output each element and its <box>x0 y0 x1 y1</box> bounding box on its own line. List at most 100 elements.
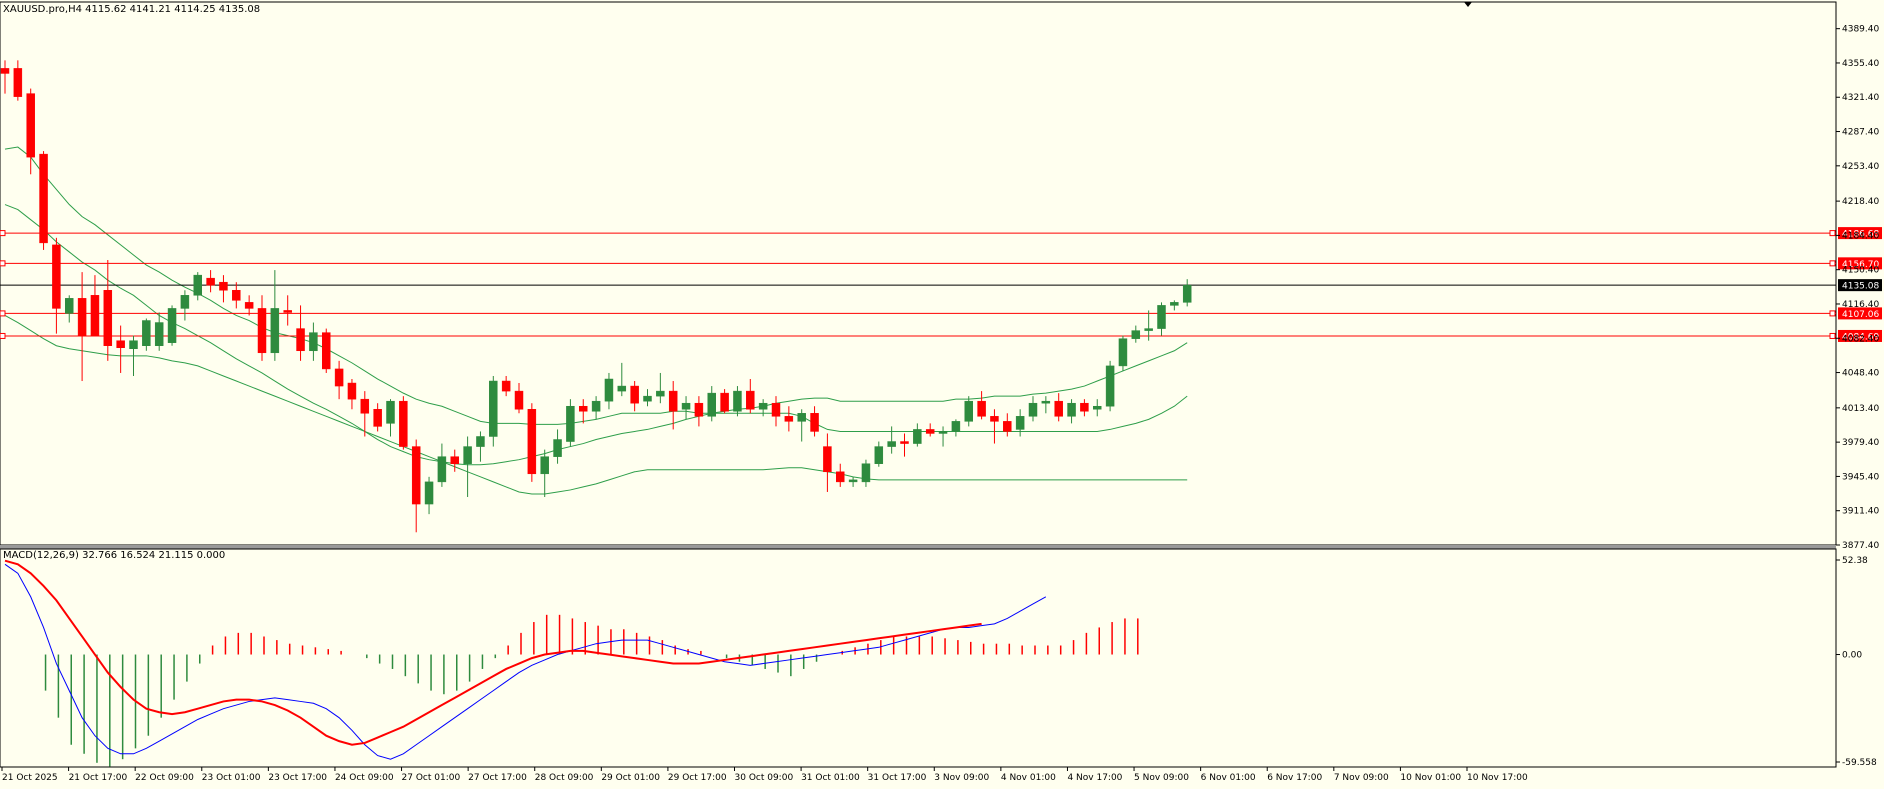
band-middle-line <box>4 204 1188 466</box>
macd-header: MACD(12,26,9) 32.766 16.524 21.115 0.000 <box>3 550 225 561</box>
time-tick-label: 10 Nov 17:00 <box>1467 773 1528 783</box>
candle-bull <box>1157 305 1166 329</box>
candle-bear <box>746 390 755 410</box>
candle-bull <box>758 402 768 410</box>
macd-axis: 52.38 0.00 -59.558 <box>1836 556 1877 768</box>
macd-lines <box>4 559 1047 760</box>
candle-bull <box>129 340 138 350</box>
macd-panel[interactable]: 52.38 0.00 -59.558 MACD(12,26,9) 32.766 16… <box>0 548 1877 768</box>
candle-bull <box>476 436 485 447</box>
time-tick-label: 30 Oct 09:00 <box>735 773 794 783</box>
price-tick-label: 4389.40 <box>1842 25 1879 35</box>
macd-line <box>4 563 1047 760</box>
candle-bear <box>90 295 100 336</box>
price-axis: 4389.40 4355.40 4321.40 4287.40 4253.40 4218.… <box>1836 25 1879 551</box>
level-handle-right[interactable] <box>1829 260 1836 267</box>
candle-bear <box>52 244 61 309</box>
candle-bull <box>1015 416 1025 430</box>
candles <box>0 60 1192 533</box>
time-tick-label: 10 Nov 01:00 <box>1400 773 1461 783</box>
level-handle-left[interactable] <box>0 332 6 339</box>
time-tick-label: 23 Oct 17:00 <box>268 773 327 783</box>
candle-bull <box>540 456 549 475</box>
candle-bull <box>733 390 742 412</box>
price-tick-label: 4355.40 <box>1842 59 1879 69</box>
candle-bear <box>1003 421 1012 432</box>
candle-bear <box>296 328 305 352</box>
candle-bear <box>977 400 986 417</box>
candle-bull <box>604 378 614 402</box>
candle-bear <box>322 332 331 370</box>
candle-bear <box>836 471 845 483</box>
time-tick-label: 31 Oct 01:00 <box>801 773 860 783</box>
time-tick-label: 29 Oct 01:00 <box>601 773 660 783</box>
candle-bear <box>103 290 113 346</box>
candle-bull <box>951 421 961 432</box>
price-tick-label: 3911.40 <box>1842 507 1879 517</box>
shift-marker-icon[interactable] <box>1464 2 1472 7</box>
candle-bear <box>630 385 639 404</box>
candle-bull <box>707 392 716 417</box>
time-tick-label: 31 Oct 17:00 <box>868 773 927 783</box>
level-handle-left[interactable] <box>0 230 6 237</box>
candle-bear <box>232 290 241 301</box>
candle-bull <box>167 308 177 343</box>
level-handle-right[interactable] <box>1829 332 1836 339</box>
current-price-label: 4135.08 <box>1842 282 1879 292</box>
candle-bull <box>1093 405 1102 410</box>
candle-bear <box>810 413 819 432</box>
candle-bull <box>309 332 318 352</box>
candle-bear <box>450 456 459 464</box>
candle-bull <box>797 413 806 422</box>
candle-bull <box>180 295 190 309</box>
level-handle-left[interactable] <box>0 310 6 317</box>
price-tick-label: 3945.40 <box>1842 472 1879 482</box>
candle-bull <box>643 395 652 402</box>
level-price-tag <box>1838 227 1882 240</box>
candle-bear <box>219 281 228 291</box>
time-tick-label: 22 Oct 09:00 <box>135 773 194 783</box>
macd-tick-label: 52.38 <box>1842 556 1868 566</box>
candle-bull <box>617 385 627 392</box>
level-handle-left[interactable] <box>0 260 6 267</box>
candle-bear <box>784 416 794 422</box>
candle-bull <box>1028 402 1038 417</box>
panel-separator[interactable] <box>0 545 1836 549</box>
price-tick-label: 4150.40 <box>1842 266 1879 276</box>
time-tick-label: 4 Nov 01:00 <box>1001 773 1056 783</box>
level-handle-right[interactable] <box>1829 310 1836 317</box>
candle-bear <box>694 402 704 417</box>
time-tick-label: 3 Nov 09:00 <box>934 773 989 783</box>
candle-bull <box>1144 328 1153 331</box>
level-handle-right[interactable] <box>1829 230 1836 237</box>
candle-bear <box>527 409 537 475</box>
level-price-label: 4186.68 <box>1842 230 1879 240</box>
level-price-label: 4107.06 <box>1842 310 1879 320</box>
candle-bull <box>681 402 691 410</box>
time-tick-label: 6 Nov 17:00 <box>1267 773 1322 783</box>
price-tick-label: 4253.40 <box>1842 162 1879 172</box>
time-tick-label: 4 Nov 17:00 <box>1067 773 1122 783</box>
horizontal-levels[interactable]: 4186.68 4156.70 4107.06 4084.69 4135.08 <box>0 227 1882 342</box>
candle-bull <box>964 400 973 422</box>
candle-bull <box>463 446 472 464</box>
candle-bull <box>861 463 871 483</box>
candle-bull <box>874 446 884 464</box>
candle-bull <box>437 456 447 483</box>
candle-bull <box>656 390 665 397</box>
candle-bear <box>334 368 344 387</box>
candle-bull <box>848 479 858 483</box>
time-tick-label: 6 Nov 01:00 <box>1201 773 1256 783</box>
level-price-tag <box>1838 329 1882 342</box>
candle-bear <box>501 380 511 392</box>
time-tick-label: 29 Oct 17:00 <box>668 773 727 783</box>
price-tick-label: 4013.40 <box>1842 404 1879 414</box>
candle-bull <box>1067 402 1076 417</box>
candle-bear <box>399 400 408 447</box>
candle-bear <box>206 277 215 286</box>
candle-bear <box>283 310 292 313</box>
candle-bull <box>154 322 164 346</box>
price-panel[interactable]: 4186.68 4156.70 4107.06 4084.69 4135.08 4389… <box>0 1 1882 551</box>
